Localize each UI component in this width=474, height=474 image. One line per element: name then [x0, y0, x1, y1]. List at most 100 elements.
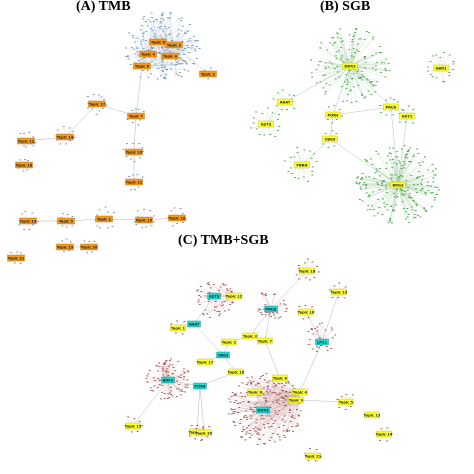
leaf-node: ▬: [172, 225, 175, 228]
leaf-node: ▬: [294, 176, 297, 179]
leaf-node: ▬: [193, 63, 196, 66]
leaf-node: ▬: [266, 390, 269, 393]
leaf-node: ▬: [408, 221, 411, 224]
leaf-node: ▬: [181, 75, 184, 78]
leaf-node: ▬: [427, 189, 430, 192]
leaf-node: ▬: [157, 386, 160, 389]
leaf-node: ▬: [406, 152, 409, 155]
edge: [270, 270, 308, 310]
sgb-node-b3-label: ANAT: [280, 100, 291, 104]
leaf-node: ▬: [139, 118, 142, 121]
leaf-node: ▬: [256, 402, 259, 405]
leaf-node: ▬: [269, 406, 272, 409]
tmb-node-a6: Topic 2: [199, 70, 217, 78]
leaf-node: ▬: [279, 439, 282, 442]
tmb-node-a12: Topic 12: [17, 137, 35, 145]
leaf-node: ▬: [169, 51, 172, 54]
tmb-node-a15-label: Topic 5: [59, 219, 74, 223]
leaf-node: ▬: [376, 182, 379, 185]
leaf-node: ▬: [239, 422, 242, 425]
leaf-node: ▬: [192, 44, 195, 47]
edge: [264, 308, 272, 342]
leaf-node: ▬: [191, 424, 194, 427]
combined-gene-g4-label: CBG3: [218, 353, 229, 357]
leaf-node: ▬: [355, 27, 358, 30]
leaf-node: ▬: [297, 177, 300, 180]
leaf-node: ▬: [244, 439, 247, 442]
edge: [237, 399, 297, 405]
leaf-node: ▬: [194, 49, 197, 52]
leaf-node: ▬: [390, 177, 393, 180]
leaf-node: ▬: [259, 377, 262, 380]
leaf-node: ▬: [345, 73, 348, 76]
leaf-node: ▬: [231, 300, 234, 303]
leaf-node: ▬: [159, 365, 162, 368]
leaf-node: ▬: [247, 401, 250, 404]
edge: [167, 359, 172, 381]
leaf-node: ▬: [141, 57, 144, 60]
edge: [150, 22, 159, 43]
tmb-node-a2-box: [165, 41, 183, 49]
leaf-node: ▬: [151, 12, 154, 15]
leaf-node: ▬: [182, 333, 185, 336]
leaf-node: ▬: [161, 384, 164, 387]
leaf-node: ▬: [364, 66, 367, 69]
leaf-node: ▬: [261, 414, 264, 417]
leaf-node: ▬: [170, 323, 173, 326]
leaf-node: ▬: [151, 47, 154, 50]
leaf-node: ▬: [28, 228, 31, 231]
leaf-node: ▬: [293, 155, 296, 158]
leaf-node: ▬: [152, 390, 155, 393]
leaf-node: ▬: [361, 79, 364, 82]
leaf-node: ▬: [246, 383, 249, 386]
combined-topic-c11: Topic 8: [272, 374, 288, 382]
leaf-node: ▬: [204, 69, 207, 72]
leaf-node: ▬: [280, 108, 283, 111]
tmb-node-a15-box: [57, 217, 75, 225]
leaf-node: ▬: [271, 417, 274, 420]
leaf-node: ▬: [316, 160, 319, 163]
combined-gene-g1-label: GSTS: [209, 294, 220, 298]
tmb-node-a4-box: [139, 50, 157, 58]
leaf-node: ▬: [161, 14, 164, 17]
leaf-node: ▬: [435, 53, 438, 56]
leaf-node: ▬: [257, 432, 260, 435]
leaf-node: ▬: [367, 204, 370, 207]
edge: [397, 184, 407, 220]
leaf-node: ▬: [346, 100, 349, 103]
leaf-node: ▬: [335, 54, 338, 57]
edge: [397, 184, 433, 208]
combined-topic-c14-label: Topic 5: [339, 400, 354, 404]
leaf-node: ▬: [254, 429, 257, 432]
leaf-node: ▬: [386, 162, 389, 165]
sgb-node-b4-box: [433, 64, 449, 72]
leaf-node: ▬: [307, 258, 310, 261]
leaf-node: ▬: [392, 113, 395, 116]
leaf-node: ▬: [357, 84, 360, 87]
leaf-node: ▬: [278, 409, 281, 412]
leaf-node: ▬: [359, 76, 362, 79]
leaf-node: ▬: [285, 382, 288, 385]
edge: [141, 31, 189, 67]
leaf-node: ▬: [432, 181, 435, 184]
leaf-node: ▬: [162, 18, 165, 21]
leaf-node: ▬: [262, 374, 265, 377]
leaf-node: ▬: [20, 252, 23, 255]
combined-topic-c3: Topic 19: [331, 288, 348, 296]
combined-topic-c10: Topic 18: [228, 368, 245, 376]
leaf-node: ▬: [338, 406, 341, 409]
leaf-node: ▬: [345, 87, 348, 90]
leaf-node: ▬: [180, 374, 183, 377]
leaf-node: ▬: [269, 133, 272, 136]
leaf-node: ▬: [320, 455, 323, 458]
combined-topic-c5-label: Topic 1: [171, 326, 186, 330]
leaf-node: ▬: [196, 39, 199, 42]
leaf-node: ▬: [204, 295, 207, 298]
leaf-node: ▬: [324, 65, 327, 68]
sgb-node-b5: POR4: [325, 111, 341, 119]
tmb-node-a14-label: Topic 13: [20, 219, 37, 223]
leaf-node: ▬: [375, 64, 378, 67]
sgb-node-b2: GSTS: [258, 120, 274, 128]
tmb-node-a16-box: [95, 215, 113, 223]
leaf-node: ▬: [283, 384, 286, 387]
